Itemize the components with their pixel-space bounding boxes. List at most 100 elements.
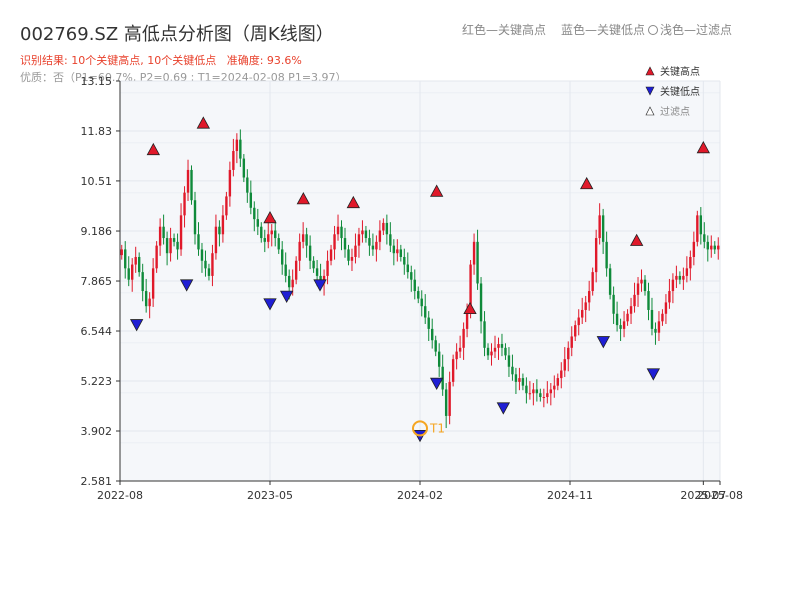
key-high-marker [429, 184, 444, 197]
candle-body [249, 192, 253, 208]
candle-body [312, 260, 315, 269]
candle-body [294, 260, 298, 280]
candle-body [333, 234, 336, 250]
candle-body [162, 226, 165, 239]
candle-body [218, 226, 221, 235]
candle-body [591, 272, 594, 292]
candle-body [340, 226, 343, 239]
candle-body [567, 347, 570, 360]
candle-body [165, 238, 169, 254]
key-high-marker [629, 233, 644, 246]
y-tick-label: 10.51 [81, 175, 113, 188]
candle-body [137, 256, 141, 273]
candle-body [713, 245, 716, 250]
candle-body [532, 389, 535, 394]
key-low-marker [313, 279, 327, 292]
candle-body [479, 283, 483, 322]
candle-body [657, 321, 661, 333]
candle-body [675, 275, 678, 280]
candle-body [235, 139, 239, 152]
candle-body [329, 249, 333, 261]
candle-body [228, 169, 232, 197]
candle-body [200, 249, 204, 261]
candle-body [260, 226, 263, 239]
key-high-marker [196, 116, 211, 129]
candle-body [427, 317, 430, 329]
candle-body [465, 313, 469, 329]
legend-low-icon [645, 86, 655, 96]
candle-body [668, 291, 671, 303]
candle-body [364, 230, 368, 239]
candle-body [176, 241, 179, 250]
candle-body [357, 234, 361, 246]
key-high-marker [146, 142, 161, 156]
candle-body [420, 298, 423, 307]
candle-body [696, 215, 699, 242]
candle-body [594, 238, 598, 273]
key-low-marker [279, 290, 294, 303]
candle-body [710, 245, 713, 250]
candle-body [434, 340, 437, 352]
candle-body [472, 241, 476, 265]
candle-body [462, 328, 465, 348]
key-high-marker [346, 195, 361, 209]
candle-body [246, 177, 249, 193]
candle-body [193, 200, 197, 235]
y-tick-label: 13.15 [81, 75, 113, 88]
candle-body [221, 215, 225, 235]
candle-body [403, 256, 406, 265]
candle-body [371, 245, 375, 250]
candle-body [225, 196, 228, 216]
key-low-marker [263, 298, 277, 311]
candle-body [207, 268, 211, 276]
candle-body [664, 302, 668, 314]
candle-body [539, 393, 542, 398]
key-low-marker [129, 319, 144, 332]
key-low-marker [496, 402, 511, 415]
candle-body [399, 249, 403, 257]
top-legend-low: 蓝色—关键低点 [561, 23, 646, 37]
candle-body [654, 328, 657, 333]
candle-body [528, 393, 532, 395]
hollow-circle-icon [648, 25, 658, 35]
candle-body [326, 260, 329, 276]
candle-body [336, 226, 340, 235]
y-tick-label: 6.544 [81, 325, 113, 338]
candle-body [601, 215, 605, 242]
t1-ring [412, 420, 428, 437]
result-count: 识别结果: 10个关键高点, 10个关键低点 [20, 54, 217, 67]
candle-body [490, 351, 493, 356]
candle-body [239, 139, 242, 159]
key-low-marker [646, 368, 661, 381]
candle-body [549, 389, 553, 394]
candle-body [298, 241, 301, 261]
candle-body [305, 234, 308, 246]
candle-body [308, 245, 312, 261]
candle-body [647, 291, 650, 310]
candle-body [535, 389, 539, 394]
candle-body [458, 347, 462, 352]
accuracy-value: 准确度: 93.6% [226, 54, 302, 67]
y-tick-label: 9.186 [81, 225, 113, 238]
candle-body [500, 344, 504, 348]
candle-body [410, 272, 413, 280]
key-high-marker [579, 176, 594, 190]
candle-body [197, 234, 200, 250]
candle-body [315, 268, 319, 276]
candle-body [584, 302, 587, 310]
candle-body [706, 241, 709, 250]
candle-body [134, 256, 137, 265]
candle-body [301, 234, 305, 242]
candle-body [682, 275, 685, 280]
candle-body [120, 249, 123, 256]
candle-body [361, 230, 364, 235]
x-tick-label: 2022-08 [97, 489, 143, 502]
candle-body [343, 238, 347, 250]
candle-body [190, 169, 193, 201]
candle-body [455, 351, 458, 360]
candle-body [431, 328, 434, 341]
candle-body [574, 325, 577, 337]
candle-body [158, 226, 162, 246]
candle-body [389, 234, 392, 246]
